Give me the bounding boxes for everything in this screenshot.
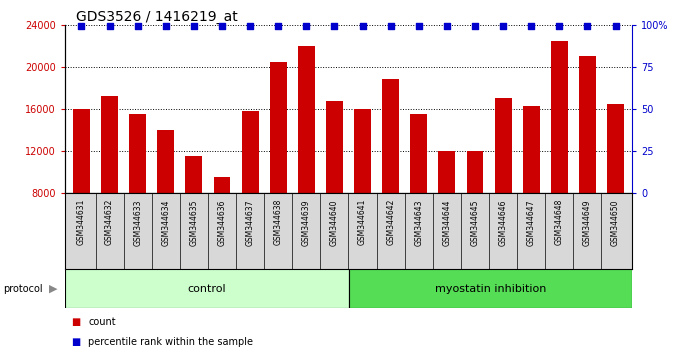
Bar bbox=[101, 96, 118, 193]
Text: control: control bbox=[187, 284, 226, 293]
Point bbox=[470, 24, 481, 29]
Bar bbox=[298, 46, 315, 193]
Point bbox=[413, 24, 424, 29]
Point bbox=[132, 24, 143, 29]
Text: percentile rank within the sample: percentile rank within the sample bbox=[88, 337, 254, 348]
Bar bbox=[579, 56, 596, 193]
Bar bbox=[186, 156, 203, 193]
Point bbox=[216, 24, 227, 29]
Bar bbox=[410, 114, 427, 193]
Text: GSM344635: GSM344635 bbox=[190, 199, 199, 246]
Bar bbox=[214, 177, 231, 193]
Point bbox=[188, 24, 199, 29]
Point bbox=[273, 24, 284, 29]
Text: ▶: ▶ bbox=[50, 284, 58, 293]
Point bbox=[386, 24, 396, 29]
Point bbox=[441, 24, 452, 29]
Text: GSM344645: GSM344645 bbox=[471, 199, 479, 246]
Text: GSM344631: GSM344631 bbox=[77, 199, 86, 245]
Text: GSM344644: GSM344644 bbox=[443, 199, 452, 246]
Bar bbox=[354, 109, 371, 193]
Text: ■: ■ bbox=[71, 317, 81, 327]
Text: GDS3526 / 1416219_at: GDS3526 / 1416219_at bbox=[76, 10, 238, 24]
Text: ■: ■ bbox=[71, 337, 81, 348]
Bar bbox=[241, 111, 258, 193]
Point bbox=[245, 24, 256, 29]
Point bbox=[554, 24, 565, 29]
Text: myostatin inhibition: myostatin inhibition bbox=[435, 284, 546, 293]
Point bbox=[301, 24, 311, 29]
Bar bbox=[157, 130, 174, 193]
Text: GSM344647: GSM344647 bbox=[527, 199, 536, 246]
Bar bbox=[129, 114, 146, 193]
Point bbox=[160, 24, 171, 29]
Text: GSM344637: GSM344637 bbox=[245, 199, 254, 246]
Point bbox=[104, 24, 115, 29]
Point bbox=[582, 24, 593, 29]
Bar bbox=[607, 104, 624, 193]
Text: GSM344650: GSM344650 bbox=[611, 199, 620, 246]
Bar bbox=[270, 62, 287, 193]
Bar bbox=[73, 109, 90, 193]
Point bbox=[610, 24, 621, 29]
Text: GSM344632: GSM344632 bbox=[105, 199, 114, 245]
Point bbox=[498, 24, 509, 29]
Bar bbox=[348, 269, 632, 308]
Text: GSM344636: GSM344636 bbox=[218, 199, 226, 246]
Bar bbox=[326, 102, 343, 193]
Bar bbox=[523, 106, 540, 193]
Point bbox=[357, 24, 368, 29]
Text: GSM344649: GSM344649 bbox=[583, 199, 592, 246]
Text: count: count bbox=[88, 317, 116, 327]
Bar bbox=[494, 98, 511, 193]
Text: GSM344634: GSM344634 bbox=[161, 199, 170, 246]
Text: GSM344639: GSM344639 bbox=[302, 199, 311, 246]
Text: GSM344646: GSM344646 bbox=[498, 199, 507, 246]
Text: GSM344642: GSM344642 bbox=[386, 199, 395, 245]
Bar bbox=[551, 41, 568, 193]
Point bbox=[329, 24, 340, 29]
Point bbox=[76, 24, 87, 29]
Text: GSM344633: GSM344633 bbox=[133, 199, 142, 246]
Text: protocol: protocol bbox=[3, 284, 43, 293]
Text: GSM344641: GSM344641 bbox=[358, 199, 367, 245]
Point bbox=[526, 24, 537, 29]
Bar bbox=[382, 79, 399, 193]
Bar bbox=[65, 269, 348, 308]
Bar bbox=[439, 151, 456, 193]
Bar bbox=[466, 151, 483, 193]
Text: GSM344648: GSM344648 bbox=[555, 199, 564, 245]
Text: GSM344638: GSM344638 bbox=[274, 199, 283, 245]
Text: GSM344640: GSM344640 bbox=[330, 199, 339, 246]
Text: GSM344643: GSM344643 bbox=[414, 199, 423, 246]
